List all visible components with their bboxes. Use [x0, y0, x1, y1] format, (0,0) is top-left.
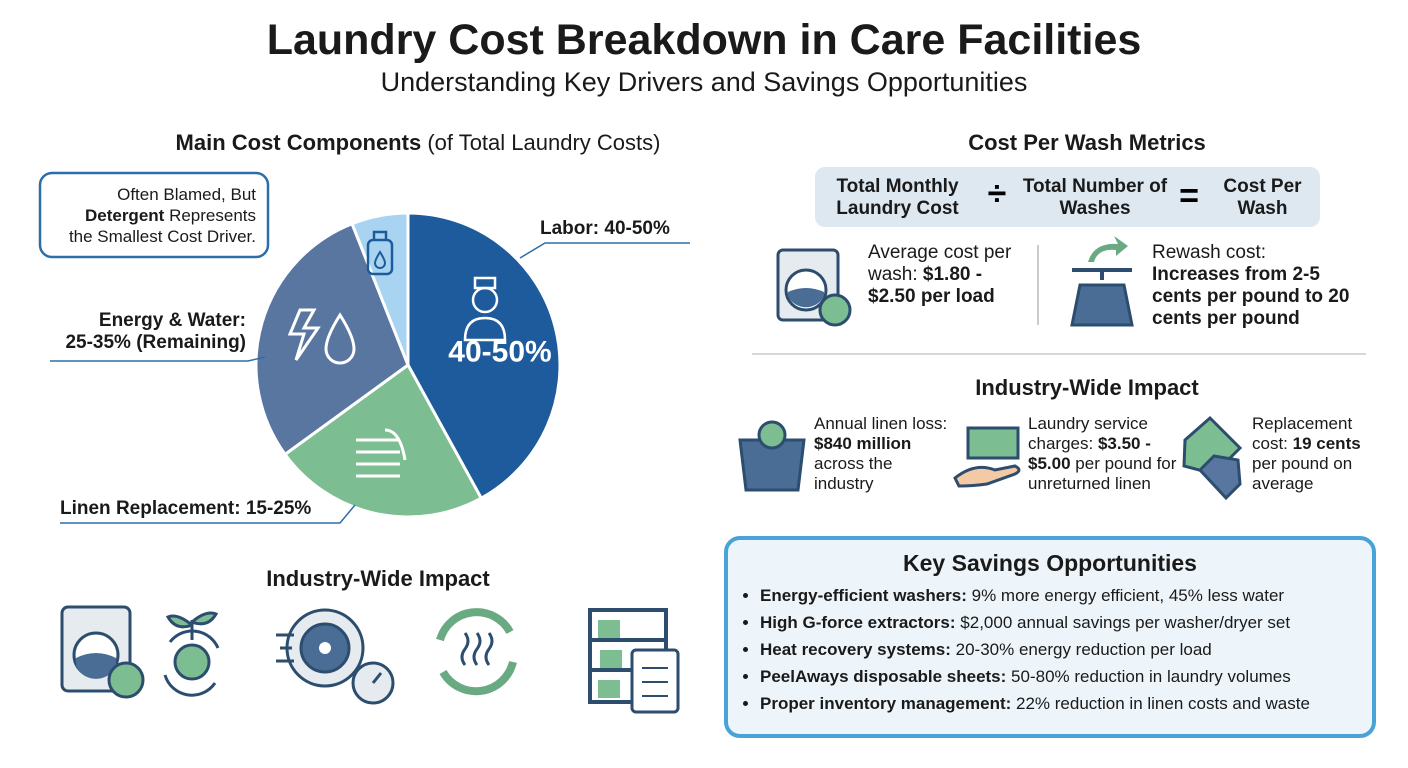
- formula-term: Cost Per Wash: [1223, 176, 1302, 219]
- savings-title: Key Savings Opportunities: [903, 550, 1197, 576]
- savings-item: Heat recovery systems: 20-30% energy red…: [760, 636, 1360, 663]
- slice-label: Labor: 40-50%: [540, 218, 700, 240]
- slice-icons: [287, 230, 507, 478]
- formula-term: Total Monthly Laundry Cost: [836, 176, 959, 219]
- slice-label: Linen Replacement: 15-25%: [60, 498, 350, 520]
- pie-slice: [254, 221, 410, 457]
- callout-text: Represents: [169, 206, 256, 225]
- impact-text: Annual linen loss:: [814, 414, 948, 433]
- savings-bold: PeelAways disposable sheets:: [760, 667, 1007, 686]
- slice-label-line: Labor: 40-50%: [540, 218, 670, 239]
- subtitle: Understanding Key Drivers and Savings Op…: [380, 67, 1028, 97]
- impact-value: $3.50 - $5.00: [1028, 434, 1151, 473]
- pie-slice: [350, 211, 410, 366]
- divide-sign: ÷: [988, 175, 1007, 213]
- impact-text: per pound on average: [1252, 454, 1353, 493]
- savings-item: Proper inventory management: 22% reducti…: [760, 690, 1360, 717]
- savings-list: Energy-efficient washers: 9% more energy…: [742, 582, 1360, 717]
- savings-item: Energy-efficient washers: 9% more energy…: [760, 582, 1360, 609]
- savings-bold: Energy-efficient washers:: [760, 586, 967, 605]
- leader-line: [50, 356, 266, 362]
- slice-label: Energy & Water: 25-35% (Remaining): [20, 310, 246, 354]
- pie-slice: [406, 211, 562, 501]
- callout-bold: Detergent: [84, 206, 165, 225]
- leader-line: [60, 504, 356, 524]
- impact-item: Laundry service charges: $3.50 - $5.00 p…: [1028, 414, 1178, 494]
- savings-bold: High G-force extractors:: [760, 613, 956, 632]
- impact-text: Laundry service charges:: [1028, 414, 1149, 453]
- impact-text: Replacement cost:: [1252, 414, 1353, 453]
- callout-line: the Smallest Cost Driver.: [68, 227, 256, 246]
- savings-bold: Proper inventory management:: [760, 694, 1012, 713]
- savings-item: PeelAways disposable sheets: 50-80% redu…: [760, 663, 1360, 690]
- formula-box: [815, 167, 1320, 227]
- callout-line: Often Blamed, But: [117, 185, 256, 204]
- section-title: Industry-Wide Impact: [975, 375, 1199, 400]
- impact-value: $840 million: [814, 434, 912, 453]
- metric-text: Average cost per wash:: [868, 242, 1012, 285]
- savings-bold: Heat recovery systems:: [760, 640, 951, 659]
- equals-sign: =: [1179, 177, 1199, 215]
- savings-box: [724, 536, 1376, 738]
- metric-value: Increases from 2-5 cents per pound to 20…: [1152, 264, 1350, 329]
- impact-item: Replacement cost: 19 cents per pound on …: [1252, 414, 1372, 494]
- formula-term: Total Number of Washes: [1022, 176, 1168, 219]
- savings-text: 9% more energy efficient, 45% less water: [971, 586, 1285, 605]
- section-title: Industry-Wide Impact: [266, 566, 490, 591]
- savings-text: 22% reduction in linen costs and waste: [1016, 694, 1310, 713]
- impact-text: per pound for unreturned linen: [1028, 454, 1177, 493]
- metric: Average cost per wash: $1.80 - $2.50 per…: [868, 242, 1018, 308]
- metric: Rewash cost: Increases from 2-5 cents per…: [1152, 242, 1352, 330]
- savings-text: 20-30% energy reduction per load: [955, 640, 1212, 659]
- section-title: Cost Per Wash Metrics: [968, 130, 1206, 155]
- leader-line: [519, 242, 690, 259]
- slice-label-line: Linen Replacement: 15-25%: [60, 498, 312, 519]
- slice-label-line: Energy & Water:: [98, 310, 246, 331]
- savings-item: High G-force extractors: $2,000 annual s…: [760, 609, 1360, 636]
- title: Laundry Cost Breakdown in Care Facilitie…: [266, 16, 1142, 64]
- impact-value: 19 cents: [1292, 434, 1361, 453]
- pie-title-bold: Main Cost Components: [175, 130, 422, 155]
- metric-value: $1.80 - $2.50 per load: [868, 264, 995, 307]
- metric-text: Rewash cost:: [1152, 242, 1267, 263]
- callout: Often Blamed, But Detergent Represents t…: [48, 184, 256, 247]
- callout-box: [38, 171, 270, 259]
- savings-text: $2,000 annual savings per washer/dryer s…: [960, 613, 1291, 632]
- pie-title-rest: (of Total Laundry Costs): [427, 130, 661, 155]
- slice-label-line: 25-35% (Remaining): [65, 332, 246, 353]
- savings-text: 50-80% reduction in laundry volumes: [1011, 667, 1291, 686]
- pie-title: Main Cost Components (of Total Laundry C…: [108, 130, 728, 156]
- callout-line: Detergent Represents: [48, 205, 256, 226]
- inner-label: 40-50%: [448, 335, 551, 368]
- icons-right: [738, 236, 1243, 501]
- impact-item: Annual linen loss: $840 million across t…: [814, 414, 954, 494]
- impact-text: across the industry: [814, 454, 893, 493]
- icons-left: [60, 605, 680, 714]
